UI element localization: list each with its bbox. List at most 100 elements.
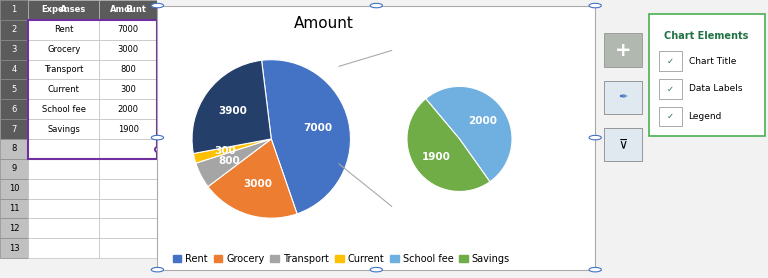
Text: 1900: 1900	[118, 125, 139, 133]
Text: 300: 300	[121, 85, 136, 94]
Bar	[604, 81, 642, 114]
Bar	[28, 179, 99, 198]
Text: +: +	[614, 41, 631, 59]
Bar	[0, 198, 28, 219]
Bar	[0, 80, 28, 99]
Text: 800: 800	[218, 156, 240, 166]
Bar	[659, 51, 682, 71]
Wedge shape	[196, 139, 271, 187]
Text: Grocery: Grocery	[47, 45, 81, 54]
Bar	[0, 0, 28, 20]
Text: 3: 3	[12, 45, 17, 54]
Text: Savings: Savings	[48, 125, 80, 133]
Bar	[28, 238, 99, 258]
Bar	[28, 20, 157, 159]
Bar	[28, 0, 99, 20]
Text: 3000: 3000	[243, 179, 272, 189]
Bar	[659, 107, 682, 126]
Text: A: A	[60, 6, 68, 14]
Text: Expenses: Expenses	[41, 6, 86, 14]
Bar	[28, 80, 99, 99]
Bar	[0, 119, 28, 139]
Bar	[28, 159, 99, 179]
Bar	[0, 159, 28, 179]
Text: 1: 1	[12, 6, 17, 14]
Text: ✒: ✒	[618, 92, 627, 102]
Bar	[99, 40, 157, 59]
Text: Chart Elements: Chart Elements	[664, 31, 749, 41]
Wedge shape	[262, 60, 350, 214]
Bar	[28, 0, 99, 20]
Bar	[604, 33, 642, 67]
Bar	[28, 99, 99, 119]
Text: 7000: 7000	[118, 25, 139, 34]
Bar	[0, 20, 28, 40]
Text: 10: 10	[9, 184, 19, 193]
Text: 7000: 7000	[303, 123, 332, 133]
Bar	[99, 80, 157, 99]
Text: 800: 800	[121, 65, 136, 74]
Bar	[28, 59, 99, 80]
Text: Legend: Legend	[689, 112, 722, 121]
Bar	[99, 0, 157, 20]
Text: 8: 8	[12, 145, 17, 153]
Bar	[99, 179, 157, 198]
Legend: Rent, Grocery, Transport, Current, School fee, Savings: Rent, Grocery, Transport, Current, Schoo…	[169, 250, 514, 267]
Bar	[99, 159, 157, 179]
Bar	[99, 119, 157, 139]
Bar	[0, 219, 28, 238]
Bar	[0, 0, 28, 20]
Bar	[99, 99, 157, 119]
Bar	[99, 59, 157, 80]
Bar	[28, 198, 99, 219]
Bar	[28, 40, 99, 59]
Bar	[604, 128, 642, 161]
Text: 3900: 3900	[218, 106, 247, 116]
Text: Amount: Amount	[110, 6, 147, 14]
Bar	[0, 40, 28, 59]
Bar	[99, 0, 157, 20]
Bar	[28, 219, 99, 238]
Text: 2: 2	[12, 25, 17, 34]
Text: School fee: School fee	[41, 105, 86, 114]
Wedge shape	[208, 139, 297, 218]
Text: 5: 5	[12, 85, 17, 94]
Bar	[0, 139, 28, 159]
Text: 3000: 3000	[118, 45, 139, 54]
Bar	[99, 238, 157, 258]
Text: 9: 9	[12, 164, 17, 173]
Bar	[0, 59, 28, 80]
Bar	[0, 179, 28, 198]
Bar	[28, 20, 99, 40]
Wedge shape	[192, 60, 271, 153]
Text: 13: 13	[9, 244, 19, 253]
Text: 300: 300	[214, 146, 236, 156]
Text: ✓: ✓	[667, 112, 674, 121]
Text: Chart Title: Chart Title	[689, 57, 736, 66]
Bar	[604, 81, 642, 114]
Text: 4: 4	[12, 65, 17, 74]
Text: ⊽: ⊽	[618, 138, 627, 151]
Text: Current: Current	[48, 85, 80, 94]
Text: 1900: 1900	[422, 152, 451, 162]
Bar	[28, 139, 99, 159]
Text: ✓: ✓	[667, 57, 674, 66]
Bar	[0, 99, 28, 119]
Wedge shape	[407, 99, 490, 192]
Text: ✓: ✓	[667, 85, 674, 93]
Bar	[99, 139, 157, 159]
Text: 11: 11	[9, 204, 19, 213]
Text: 2000: 2000	[468, 116, 497, 126]
Text: Rent: Rent	[54, 25, 74, 34]
Wedge shape	[194, 139, 271, 163]
Text: 6: 6	[12, 105, 17, 114]
Text: Data Labels: Data Labels	[689, 85, 742, 93]
Bar	[0, 238, 28, 258]
Text: 7: 7	[12, 125, 17, 133]
Text: 2000: 2000	[118, 105, 139, 114]
FancyBboxPatch shape	[649, 14, 764, 136]
Bar	[99, 20, 157, 40]
Bar	[28, 119, 99, 139]
Bar	[99, 219, 157, 238]
Bar	[99, 198, 157, 219]
